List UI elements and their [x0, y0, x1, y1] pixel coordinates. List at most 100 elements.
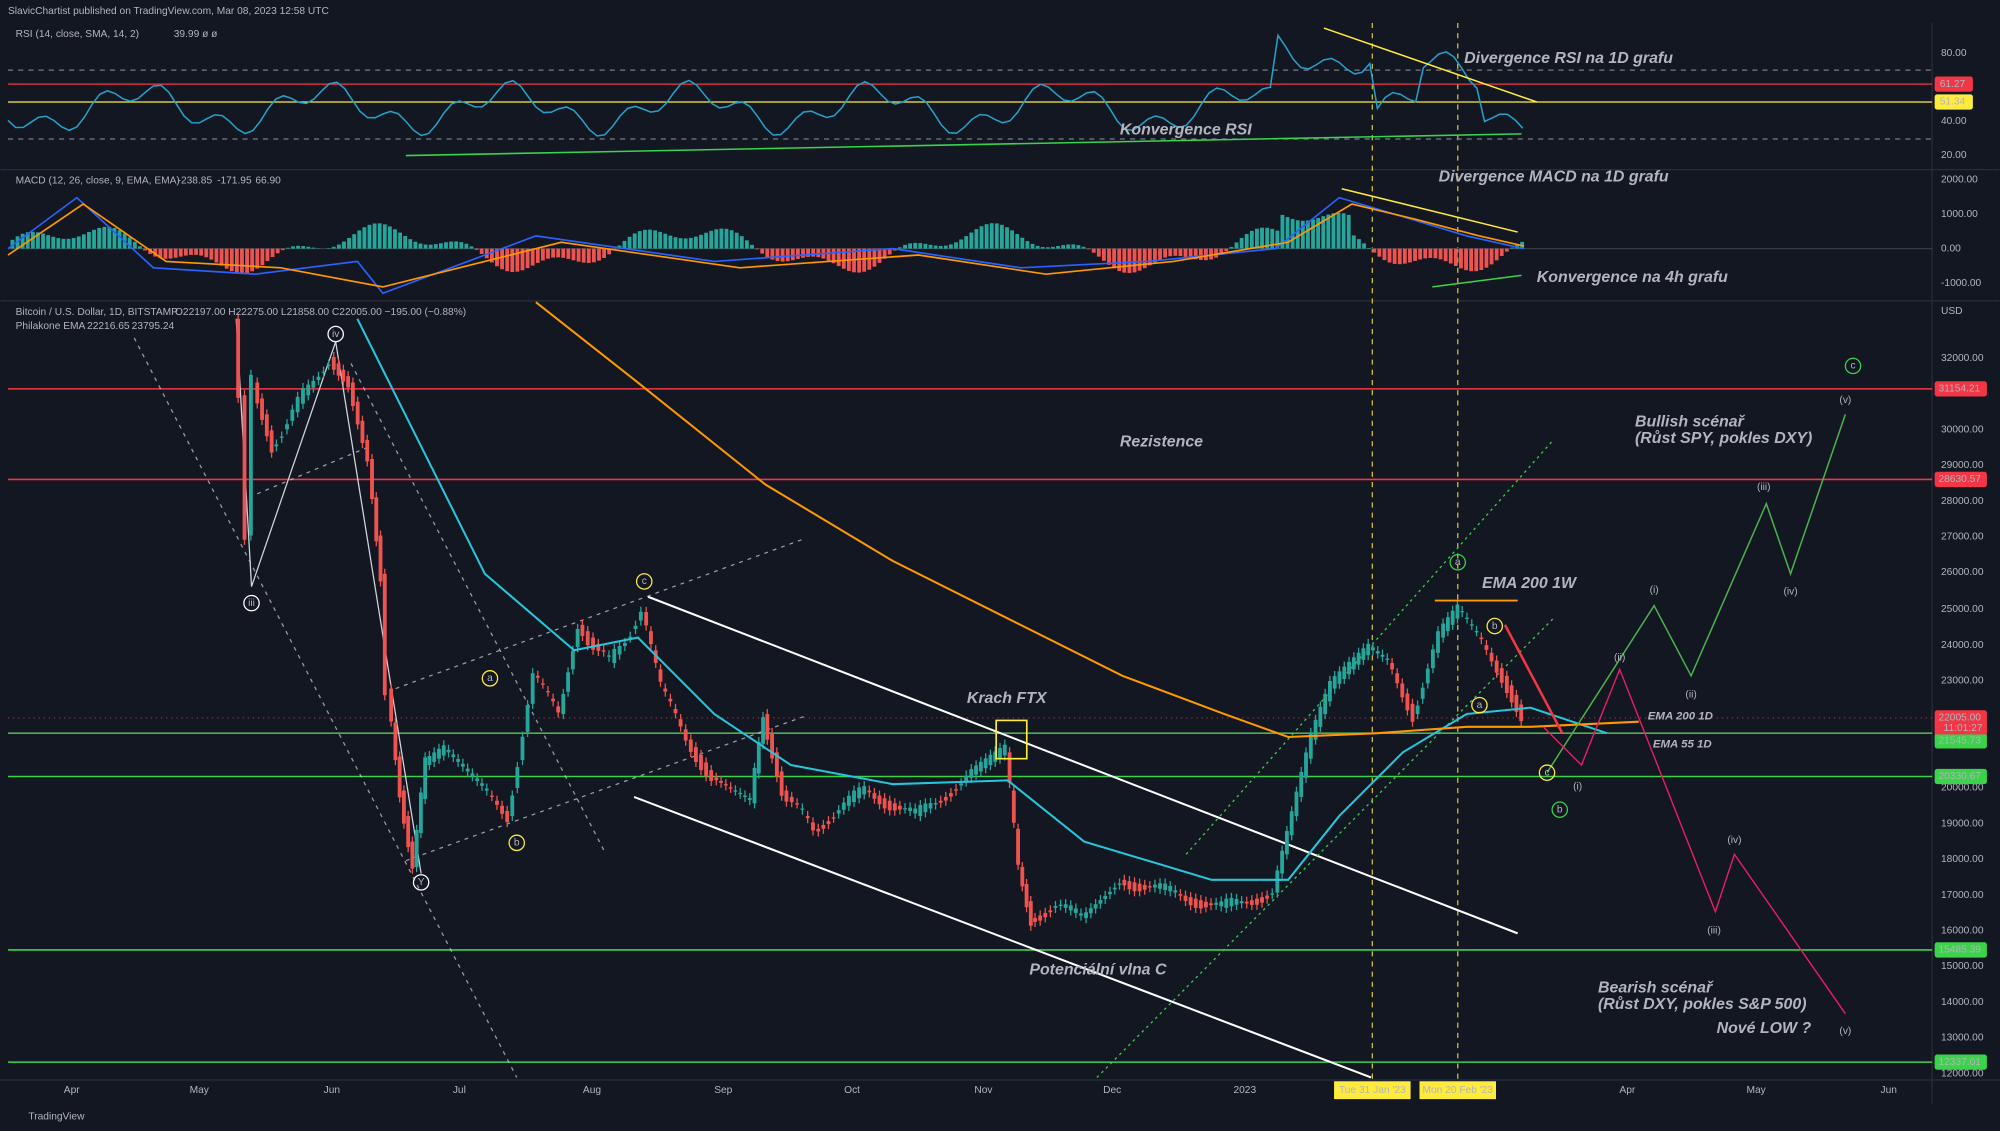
candle — [1380, 654, 1385, 657]
macd-bar — [280, 248, 285, 251]
candle — [1255, 898, 1259, 905]
candle — [1420, 687, 1425, 699]
macd-bar — [1270, 228, 1275, 249]
macd-bar — [1418, 248, 1423, 260]
macd-bar — [1433, 248, 1438, 259]
rsi-badge: 51.34 — [1940, 97, 1966, 108]
macd-bar — [586, 248, 591, 263]
wave-circle — [1551, 801, 1569, 818]
macd-bar — [597, 248, 601, 261]
time-label: Jun — [324, 1085, 340, 1096]
candle — [607, 655, 611, 657]
candle — [903, 808, 907, 810]
candle — [1224, 898, 1229, 908]
candle — [1209, 903, 1213, 906]
candle — [393, 722, 398, 761]
macd-bar — [291, 246, 295, 249]
macd-bar — [189, 248, 193, 255]
macd-bar — [1438, 248, 1443, 260]
candle — [1168, 886, 1173, 892]
candle — [923, 803, 928, 813]
candle — [465, 768, 470, 772]
candle — [279, 436, 284, 438]
macd-bar — [194, 248, 198, 255]
candle — [495, 800, 499, 805]
candle — [546, 691, 550, 693]
macd-bar — [1357, 239, 1361, 249]
candle — [841, 802, 846, 810]
price-badge: 12337.01 — [1938, 1057, 1981, 1068]
candle — [1260, 897, 1264, 903]
candle — [765, 714, 770, 740]
candle — [370, 459, 374, 500]
candle — [738, 792, 743, 795]
time-marker — [1334, 1081, 1411, 1100]
candle — [998, 748, 1002, 759]
badge — [1934, 381, 1987, 397]
price-axis-label: 25000.00 — [1941, 604, 1984, 615]
candle — [1265, 895, 1270, 899]
wave-label: a — [1477, 700, 1483, 711]
wave-circle — [1486, 617, 1504, 635]
wave-label: a — [487, 673, 493, 684]
price-axis-label: 13000.00 — [1941, 1033, 1984, 1044]
candle — [316, 376, 321, 380]
time-label: Apr — [1619, 1085, 1635, 1096]
candle — [1011, 790, 1016, 823]
candle — [638, 611, 643, 621]
wave-label: b — [1557, 804, 1563, 815]
macd-bar — [438, 243, 443, 249]
macd-bar — [897, 247, 902, 249]
macd-bar — [347, 237, 351, 249]
wave-circle — [1538, 764, 1556, 781]
macd-bar — [663, 233, 668, 249]
macd-bar — [97, 227, 102, 249]
candle — [789, 796, 794, 803]
macd-bar — [1423, 248, 1428, 259]
macd-bar — [112, 227, 117, 249]
price-axis-label: 23000.00 — [1941, 676, 1984, 687]
macd-bar — [826, 248, 831, 261]
candle — [1204, 901, 1208, 908]
macd-bar — [1209, 248, 1213, 260]
macd-bar — [887, 248, 892, 255]
candle — [1122, 879, 1127, 886]
macd-bar — [1193, 248, 1198, 260]
macd-bar — [209, 248, 214, 260]
candle — [795, 803, 799, 805]
macd-bar — [515, 248, 520, 272]
candle — [714, 777, 719, 781]
candle — [1127, 881, 1132, 890]
candle — [336, 363, 341, 376]
macd-bar — [1173, 248, 1178, 256]
macd-bar — [540, 248, 545, 261]
macd-bar — [1443, 248, 1448, 262]
macd-bar — [1219, 248, 1224, 255]
candle — [401, 790, 406, 824]
macd-bar — [362, 227, 367, 249]
currency: USD — [1941, 306, 1963, 317]
candle — [1445, 617, 1450, 632]
price-badge: 15485.39 — [1938, 945, 1981, 956]
macd-bar — [918, 243, 923, 249]
candle — [427, 756, 432, 766]
price-axis-label: 16000.00 — [1941, 925, 1984, 936]
wave-label: (iv) — [1727, 835, 1741, 846]
macd-bar — [1469, 248, 1474, 272]
macd-bar — [806, 248, 811, 257]
candle — [1088, 908, 1093, 914]
macd-bar — [1102, 248, 1106, 261]
time-label: 2023 — [1233, 1085, 1256, 1096]
signal-line — [7, 203, 1525, 288]
candle — [836, 810, 841, 814]
price-axis-label: 20000.00 — [1941, 783, 1984, 794]
candle — [378, 535, 383, 582]
candle — [1460, 611, 1465, 613]
macd-bar — [153, 248, 158, 257]
macd-bar — [551, 248, 555, 258]
macd-bar — [1040, 246, 1045, 249]
time-label: Dec — [1103, 1085, 1121, 1096]
header: SlavicChartist published on TradingView.… — [8, 6, 329, 17]
macd-bar — [505, 248, 510, 272]
time-label: May — [190, 1085, 210, 1096]
